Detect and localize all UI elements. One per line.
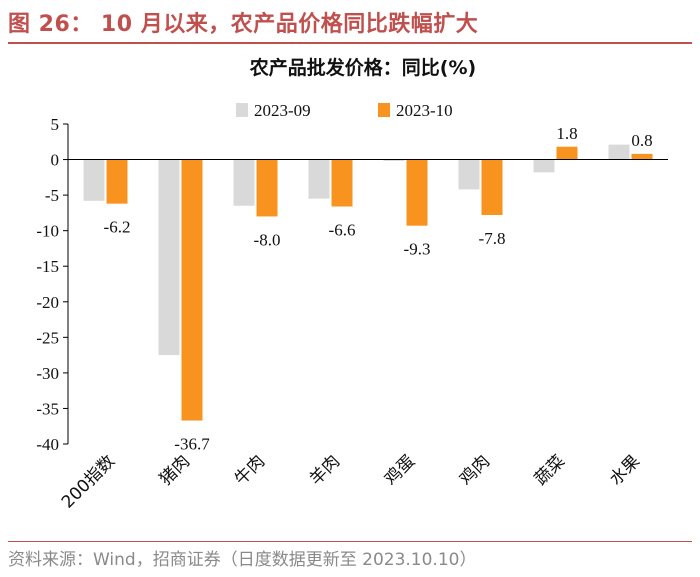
category-label: 蔬菜 <box>531 451 569 489</box>
bar-2023-10-3 <box>331 159 353 207</box>
category-label: 羊肉 <box>306 451 344 489</box>
bar-2023-10-4 <box>406 159 428 226</box>
legend-label: 2023-09 <box>254 101 311 120</box>
y-tick-label: 5 <box>51 115 60 134</box>
bar-2023-10-7 <box>631 153 653 160</box>
legend-label: 2023-10 <box>396 101 453 120</box>
data-label: -9.3 <box>404 240 431 259</box>
legend-swatch-2023-09 <box>236 103 248 117</box>
bar-2023-10-5 <box>481 159 503 216</box>
y-tick-label: 0 <box>51 151 60 170</box>
legend: 2023-09 2023-10 <box>236 101 453 120</box>
title-divider <box>8 42 692 44</box>
y-tick-label: -40 <box>36 435 59 454</box>
y-tick-label: -20 <box>36 293 59 312</box>
data-label: -6.6 <box>329 220 356 239</box>
category-label: 200指数 <box>58 451 119 512</box>
category-label: 鸡蛋 <box>381 451 419 489</box>
data-label: 1.8 <box>556 124 577 143</box>
category-label: 鸡肉 <box>456 451 494 489</box>
y-tick-label: -5 <box>45 186 59 205</box>
y-tick-label: -15 <box>36 257 59 276</box>
bar-2023-09-6 <box>533 159 555 173</box>
y-tick-label: -35 <box>36 399 59 418</box>
bar-2023-09-0 <box>83 159 105 201</box>
bar-2023-09-4 <box>383 159 405 161</box>
source-divider <box>8 541 692 542</box>
bar-2023-10-0 <box>106 159 128 204</box>
bar-2023-09-7 <box>608 144 630 160</box>
bar-2023-10-2 <box>256 159 278 217</box>
category-label: 水果 <box>606 451 644 489</box>
data-label: -36.7 <box>174 435 210 454</box>
bar-2023-09-3 <box>308 159 330 199</box>
category-label: 牛肉 <box>231 451 269 489</box>
source-note: 资料来源：Wind，招商证券（日度数据更新至 2023.10.10） <box>8 550 477 570</box>
data-label: -6.2 <box>104 218 131 237</box>
data-label: -7.8 <box>479 229 506 248</box>
data-labels: -6.2 -36.7 -8.0 -6.6 -9.3 -7.8 1.8 0.8 <box>104 124 653 454</box>
y-tick-label: -25 <box>36 328 59 347</box>
bars <box>83 144 653 421</box>
data-label: 0.8 <box>631 131 652 150</box>
bar-2023-09-5 <box>458 159 480 190</box>
bar-2023-10-6 <box>556 146 578 160</box>
legend-swatch-2023-10 <box>378 103 390 117</box>
figure-title: 图 26： 10 月以来，农产品价格同比跌幅扩大 <box>8 12 479 37</box>
category-label: 猪肉 <box>156 451 194 489</box>
data-label: -8.0 <box>254 230 281 249</box>
chart-title: 农产品批发价格：同比(%) <box>249 56 476 79</box>
x-axis-labels: 200指数 猪肉 牛肉 羊肉 鸡蛋 鸡肉 蔬菜 水果 <box>58 451 644 512</box>
bar-2023-09-2 <box>233 159 255 206</box>
y-axis: 5 0 -5 -10 -15 -20 -25 -30 -35 -40 <box>36 115 69 454</box>
y-tick-label: -30 <box>36 364 59 383</box>
bar-2023-10-1 <box>181 159 203 421</box>
bar-2023-09-1 <box>158 159 180 356</box>
y-tick-label: -10 <box>36 222 59 241</box>
